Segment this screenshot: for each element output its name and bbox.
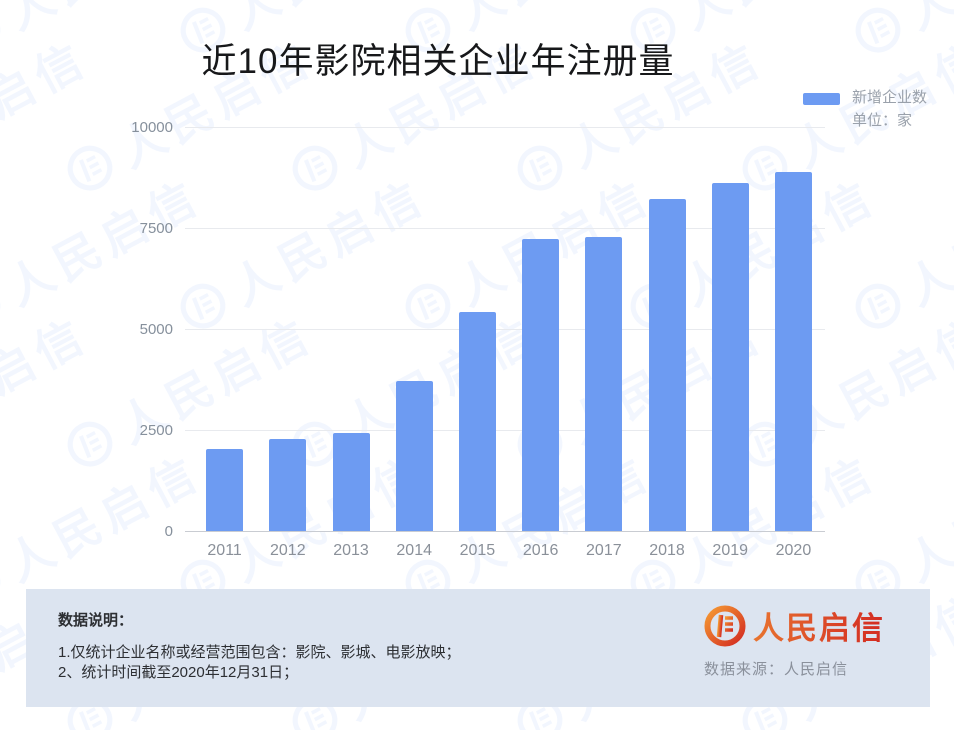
bar-2012[interactable] <box>269 439 307 532</box>
legend-swatch <box>803 93 840 105</box>
bar-slot-2019 <box>699 128 762 532</box>
bar-slot-2014 <box>383 128 446 532</box>
bar-2017[interactable] <box>585 237 623 532</box>
y-tick-5000: 5000 <box>139 321 173 338</box>
bar-2020[interactable] <box>774 172 812 532</box>
bars <box>193 128 825 532</box>
data-source-label: 数据来源：人民启信 <box>704 661 849 678</box>
y-tick-7500: 7500 <box>139 220 173 237</box>
x-tick-2013: 2013 <box>333 542 369 559</box>
note-line-2: 2、统计时间截至2020年12月31日； <box>58 664 299 681</box>
watermark-item: 人民启信 <box>840 0 954 71</box>
bar-2018[interactable] <box>648 198 686 532</box>
brand-logo-icon <box>704 605 746 646</box>
gridline-7500 <box>185 228 825 229</box>
legend-unit: 单位：家 <box>852 112 913 129</box>
bar-slot-2012 <box>256 128 319 532</box>
gridline-5000 <box>185 329 825 330</box>
bar-chart: 0 2500 5000 7500 10000 2011 2012 2013 2014 2015 2… <box>131 119 825 559</box>
y-tick-10000: 10000 <box>131 119 173 136</box>
legend-item[interactable]: 新增企业数 单位：家 <box>803 86 927 132</box>
bar-2015[interactable] <box>458 311 496 532</box>
bar-slot-2017 <box>572 128 635 532</box>
bar-slot-2011 <box>193 128 256 532</box>
gridline-2500 <box>185 430 825 431</box>
bar-2011[interactable] <box>206 449 244 532</box>
watermark-item: 人民启信 <box>165 713 436 730</box>
x-axis-labels: 2011 2012 2013 2014 2015 2016 2017 2018 2019 2020 <box>193 542 825 560</box>
x-tick-2018: 2018 <box>649 542 685 559</box>
bar-slot-2015 <box>446 128 509 532</box>
bar-2014[interactable] <box>395 380 433 532</box>
bar-2013[interactable] <box>332 433 370 532</box>
watermark-item: 人民启信 <box>840 713 954 730</box>
gridline-10000 <box>185 127 825 128</box>
x-tick-2012: 2012 <box>270 542 306 559</box>
notes-block: 数据说明： 1.仅统计企业名称或经营范围包含：影院、影城、电影放映； 2、统计时… <box>58 609 461 683</box>
watermark-item: 人民启信 <box>840 161 954 347</box>
bar-slot-2013 <box>319 128 382 532</box>
watermark-item: 人民启信 <box>0 307 97 454</box>
gridline-0 <box>185 531 825 532</box>
watermark-item: 人民启信 <box>0 713 212 730</box>
x-tick-2019: 2019 <box>712 542 749 559</box>
note-line-1: 1.仅统计企业名称或经营范围包含：影院、影城、电影放映； <box>58 644 461 661</box>
watermark-item: 人民启信 <box>0 31 97 178</box>
brand-name: 人民启信 <box>753 603 885 648</box>
y-tick-2500: 2500 <box>139 422 173 439</box>
watermark-item: 人民启信 <box>615 713 886 730</box>
x-tick-2014: 2014 <box>396 542 432 559</box>
notes-panel: 数据说明： 1.仅统计企业名称或经营范围包含：影院、影城、电影放映； 2、统计时… <box>26 589 930 707</box>
bar-2016[interactable] <box>522 239 560 532</box>
x-tick-2017: 2017 <box>586 542 622 559</box>
x-tick-2016: 2016 <box>522 542 559 559</box>
bar-slot-2020 <box>762 128 825 532</box>
chart-title: 近10年影院相关企业年注册量 <box>201 42 675 81</box>
legend-label: 新增企业数 <box>852 89 928 106</box>
y-tick-0: 0 <box>164 523 173 540</box>
watermark-item: 人民启信 <box>390 713 661 730</box>
watermark-item: 人民启信 <box>0 0 212 71</box>
bar-slot-2018 <box>635 128 698 532</box>
x-tick-2015: 2015 <box>459 542 496 559</box>
bar-2019[interactable] <box>711 182 749 532</box>
brand-block: 人民启信 数据来源：人民启信 <box>704 603 885 679</box>
bar-slot-2016 <box>509 128 572 532</box>
x-tick-2011: 2011 <box>207 542 242 559</box>
x-tick-2020: 2020 <box>775 542 812 559</box>
notes-heading: 数据说明： <box>58 612 134 629</box>
